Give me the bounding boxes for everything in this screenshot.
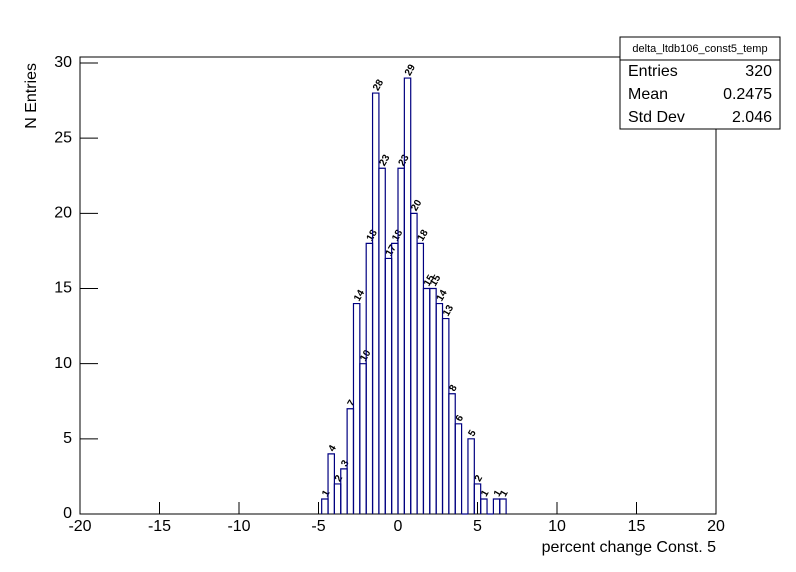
x-tick-label: -20 (68, 518, 91, 535)
y-tick-label: 15 (54, 280, 72, 297)
x-tick-label: -10 (227, 518, 250, 535)
y-tick-label: 20 (54, 205, 72, 222)
stats-label: Mean (628, 86, 668, 103)
value-label: 7 (346, 398, 359, 409)
y-tick-label: 5 (63, 430, 72, 447)
stats-label: Entries (628, 63, 678, 80)
stats-box: delta_ltdb106_const5_temp (619, 36, 781, 130)
value-label: 1 (492, 488, 505, 499)
value-label: 15 (422, 273, 437, 289)
x-tick-label: 15 (628, 518, 646, 535)
x-tick-label: 20 (707, 518, 725, 535)
value-label: 23 (377, 153, 392, 169)
value-label: 5 (466, 428, 479, 439)
stats-value: 320 (745, 63, 772, 80)
x-tick-label: 5 (473, 518, 482, 535)
value-label: 20 (409, 198, 424, 214)
value-label: 1 (320, 488, 333, 499)
value-label: 2 (473, 473, 486, 484)
x-tick-label: 10 (548, 518, 566, 535)
x-tick-label: 0 (394, 518, 403, 535)
value-label: 6 (454, 413, 467, 424)
x-tick-label: -5 (311, 518, 325, 535)
stats-label: Std Dev (628, 109, 685, 126)
value-label: 1 (498, 488, 511, 499)
bar (467, 438, 475, 514)
y-tick-label: 30 (54, 54, 72, 71)
value-label: 14 (352, 288, 367, 304)
bar (499, 498, 507, 514)
value-label: 14 (435, 288, 450, 304)
stats-value: 2.046 (732, 109, 772, 126)
y-tick-label: 25 (54, 129, 72, 146)
y-tick-label: 10 (54, 355, 72, 372)
bar (480, 498, 488, 514)
value-label: 2 (333, 473, 346, 484)
value-label: 4 (327, 443, 340, 454)
value-label: 29 (403, 62, 418, 78)
x-tick-label: -15 (148, 518, 171, 535)
value-label: 18 (416, 228, 431, 244)
value-label: 3 (339, 458, 352, 469)
value-label: 28 (371, 77, 386, 93)
stats-value: 0.2475 (723, 86, 772, 103)
y-axis-title: N Entries (23, 63, 40, 129)
value-label: 15 (428, 273, 443, 289)
y-tick-label: 0 (63, 505, 72, 522)
stats-title: delta_ltdb106_const5_temp (632, 43, 767, 55)
value-label: 13 (441, 303, 456, 319)
bar (454, 423, 463, 514)
value-label: 1 (479, 488, 492, 499)
x-axis-title: percent change Const. 5 (542, 539, 716, 556)
value-label: 8 (447, 383, 460, 394)
